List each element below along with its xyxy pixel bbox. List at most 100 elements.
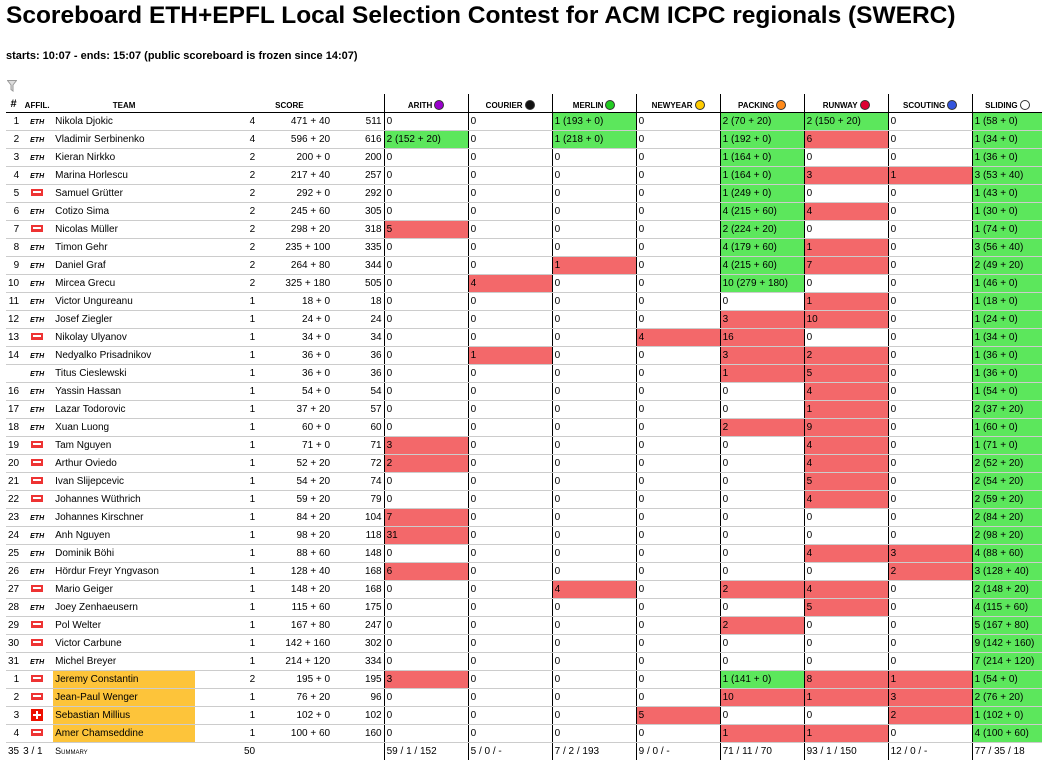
penalty-breakdown: 34 + 0 bbox=[257, 328, 333, 347]
problem-cell-sliding: 2 (59 + 20) bbox=[971, 490, 1043, 509]
table-row: 25 ETH Dominik Böhi 1 88 + 60 148 0 0 0 0 0 4 3 4 (88… bbox=[6, 544, 1043, 563]
team-name[interactable]: Johannes Kirschner bbox=[53, 508, 196, 527]
team-name[interactable]: Samuel Grütter bbox=[53, 184, 196, 203]
problem-header-scouting[interactable]: Scouting bbox=[887, 94, 973, 113]
rank-header[interactable]: # bbox=[6, 94, 22, 113]
solved-count: 2 bbox=[195, 220, 258, 239]
team-name[interactable]: Pol Welter bbox=[53, 616, 196, 635]
rank-cell: 27 bbox=[6, 580, 22, 599]
team-name[interactable]: Sebastian Millius bbox=[53, 706, 196, 725]
team-name[interactable]: Lazar Todorovic bbox=[53, 400, 196, 419]
problem-header-merlin[interactable]: Merlin bbox=[551, 94, 637, 113]
problem-cell-scouting: 1 bbox=[887, 670, 973, 689]
problem-cell-packing: 0 bbox=[719, 490, 805, 509]
penalty-breakdown: 37 + 20 bbox=[257, 400, 333, 419]
solved-count: 1 bbox=[195, 418, 258, 437]
problem-cell-newyear: 0 bbox=[635, 346, 721, 365]
problem-cell-runway: 0 bbox=[803, 652, 889, 671]
team-name[interactable]: Titus Cieslewski bbox=[53, 364, 196, 383]
problem-cell-runway: 2 (150 + 20) bbox=[803, 112, 889, 131]
solved-count: 1 bbox=[195, 616, 258, 635]
affiliation-header[interactable]: Affil. bbox=[21, 94, 54, 113]
problem-cell-packing: 0 bbox=[719, 526, 805, 545]
problem-cell-courier: 0 bbox=[467, 526, 553, 545]
team-name[interactable]: Hördur Freyr Yngvason bbox=[53, 562, 196, 581]
problem-header-sliding[interactable]: Sliding bbox=[971, 94, 1043, 113]
team-name[interactable]: Nikolay Ulyanov bbox=[53, 328, 196, 347]
table-row: 14 ETH Nedyalko Prisadnikov 1 36 + 0 36 0 1 0 0 3 2… bbox=[6, 346, 1043, 365]
eth-logo-icon: ETH bbox=[30, 316, 45, 324]
problem-cell-merlin: 1 (218 + 0) bbox=[551, 130, 637, 149]
affiliation-count: 3 / 1 bbox=[21, 741, 54, 760]
team-name[interactable]: Arthur Oviedo bbox=[53, 454, 196, 473]
team-name[interactable]: Daniel Graf bbox=[53, 256, 196, 275]
team-count: 35 bbox=[6, 741, 22, 760]
team-name[interactable]: Michel Breyer bbox=[53, 652, 196, 671]
problem-cell-packing: 3 bbox=[719, 310, 805, 329]
problem-cell-newyear: 0 bbox=[635, 382, 721, 401]
eth-logo-icon: ETH bbox=[30, 262, 45, 270]
team-name[interactable]: Josef Ziegler bbox=[53, 310, 196, 329]
filter-icon[interactable] bbox=[7, 80, 17, 92]
team-name[interactable]: Tam Nguyen bbox=[53, 436, 196, 455]
team-name[interactable]: Nedyalko Prisadnikov bbox=[53, 346, 196, 365]
problem-header-packing[interactable]: Packing bbox=[719, 94, 805, 113]
solved-count: 1 bbox=[195, 346, 258, 365]
problem-cell-sliding: 3 (56 + 40) bbox=[971, 238, 1043, 257]
problem-cell-runway: 4 bbox=[803, 580, 889, 599]
team-name[interactable]: Victor Carbune bbox=[53, 634, 196, 653]
problem-header-arith[interactable]: Arith bbox=[383, 94, 469, 113]
problem-cell-scouting: 0 bbox=[887, 490, 973, 509]
team-name[interactable]: Jean-Paul Wenger bbox=[53, 688, 196, 707]
problem-cell-merlin: 0 bbox=[551, 274, 637, 293]
problem-cell-merlin: 0 bbox=[551, 148, 637, 167]
team-name[interactable]: Joey Zenhaeusern bbox=[53, 598, 196, 617]
problem-cell-newyear: 0 bbox=[635, 562, 721, 581]
problem-cell-scouting: 0 bbox=[887, 184, 973, 203]
team-name[interactable]: Yassin Hassan bbox=[53, 382, 196, 401]
problem-cell-packing: 0 bbox=[719, 382, 805, 401]
team-name[interactable]: Dominik Böhi bbox=[53, 544, 196, 563]
team-name[interactable]: Victor Ungureanu bbox=[53, 292, 196, 311]
problem-cell-newyear: 0 bbox=[635, 634, 721, 653]
team-name[interactable]: Johannes Wüthrich bbox=[53, 490, 196, 509]
penalty-breakdown: 167 + 80 bbox=[257, 616, 333, 635]
team-name[interactable]: Nikola Djokic bbox=[53, 112, 196, 131]
problem-cell-arith: 2 (152 + 20) bbox=[383, 130, 469, 149]
team-name[interactable]: Ivan Slijepcevic bbox=[53, 472, 196, 491]
solved-count: 1 bbox=[195, 544, 258, 563]
table-row: 19 Tam Nguyen 1 71 + 0 71 3 0 0 0 0 4 0 1 (71 + 0) bbox=[6, 436, 1043, 455]
team-name[interactable]: Xuan Luong bbox=[53, 418, 196, 437]
team-name[interactable]: Vladimir Serbinenko bbox=[53, 130, 196, 149]
problem-cell-newyear: 0 bbox=[635, 652, 721, 671]
problem-header-newyear[interactable]: Newyear bbox=[635, 94, 721, 113]
problem-header-runway[interactable]: Runway bbox=[803, 94, 889, 113]
problem-cell-sliding: 1 (43 + 0) bbox=[971, 184, 1043, 203]
team-name[interactable]: Amer Chamseddine bbox=[53, 724, 196, 743]
epfl-logo-icon bbox=[31, 674, 44, 682]
rank-cell: 8 bbox=[6, 238, 22, 257]
problem-cell-scouting: 0 bbox=[887, 292, 973, 311]
problem-cell-runway: 1 bbox=[803, 724, 889, 743]
problem-header-courier[interactable]: Courier bbox=[467, 94, 553, 113]
team-name[interactable]: Kieran Nirkko bbox=[53, 148, 196, 167]
team-name[interactable]: Anh Nguyen bbox=[53, 526, 196, 545]
team-header[interactable]: Team bbox=[53, 94, 196, 113]
penalty-breakdown: 98 + 20 bbox=[257, 526, 333, 545]
problem-cell-scouting: 0 bbox=[887, 130, 973, 149]
team-name[interactable]: Cotizo Sima bbox=[53, 202, 196, 221]
team-name[interactable]: Marina Horlescu bbox=[53, 166, 196, 185]
team-name[interactable]: Timon Gehr bbox=[53, 238, 196, 257]
penalty-breakdown: 100 + 60 bbox=[257, 724, 333, 743]
team-name[interactable]: Mircea Grecu bbox=[53, 274, 196, 293]
score-header[interactable]: Score bbox=[195, 94, 385, 113]
affiliation-cell: ETH bbox=[21, 238, 54, 257]
team-name[interactable]: Jeremy Constantin bbox=[53, 670, 196, 689]
problem-cell-packing: 1 (192 + 0) bbox=[719, 130, 805, 149]
problem-cell-scouting: 0 bbox=[887, 472, 973, 491]
team-name[interactable]: Nicolas Müller bbox=[53, 220, 196, 239]
balloon-icon bbox=[859, 99, 870, 110]
problem-cell-newyear: 0 bbox=[635, 184, 721, 203]
problem-cell-arith: 5 bbox=[383, 220, 469, 239]
team-name[interactable]: Mario Geiger bbox=[53, 580, 196, 599]
